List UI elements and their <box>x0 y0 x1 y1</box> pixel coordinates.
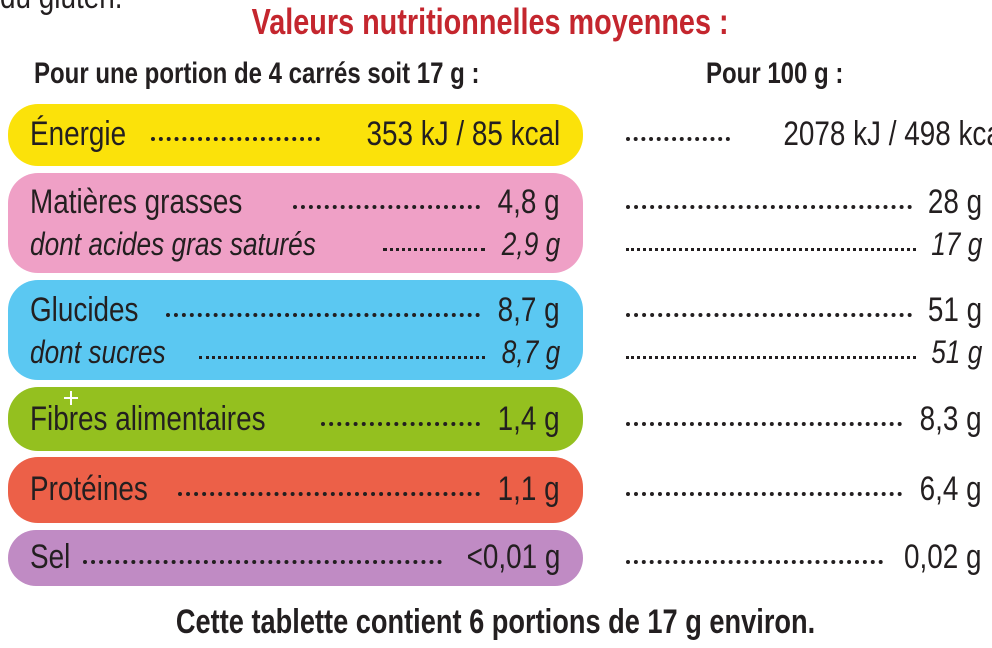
fibre-band <box>8 387 583 451</box>
per100-value: 51 g <box>927 291 982 329</box>
carbs-row-portion: Glucides 8,7 g <box>30 290 560 330</box>
nutrient-label: Énergie <box>30 115 127 153</box>
dot-leader <box>626 492 903 496</box>
protein-band <box>8 457 583 523</box>
portion-value: 8,7 g <box>501 334 560 370</box>
per100-value: 17 g <box>930 226 982 262</box>
saturated-row-100g: 17 g <box>622 224 982 264</box>
per100-value: 51 g <box>930 334 982 370</box>
dot-leader <box>626 205 912 209</box>
dot-leader <box>626 137 730 141</box>
dot-leader <box>626 248 916 251</box>
per100-value: 6,4 g <box>919 470 982 508</box>
dot-leader <box>151 137 320 141</box>
dot-leader <box>626 422 903 426</box>
nutrient-label: Matières grasses <box>30 183 243 221</box>
dot-leader <box>166 313 481 317</box>
cut-off-text: du gluten. <box>0 0 122 17</box>
protein-row-portion: Protéines 1,1 g <box>30 469 560 509</box>
sugars-row-portion: dont sucres 8,7 g <box>30 332 560 372</box>
nutrient-label: Glucides <box>30 291 139 329</box>
fat-row-100g: 28 g <box>622 182 982 222</box>
crosshair-cursor-icon <box>64 391 78 405</box>
per100-value: 0,02 g <box>904 538 982 576</box>
portion-value: 353 kJ / 85 kcal <box>366 115 560 153</box>
nutrient-label: Protéines <box>30 470 148 508</box>
portion-value: 4,8 g <box>497 183 560 221</box>
page-title: Valeurs nutritionnelles moyennes : <box>0 0 980 44</box>
fat-row-portion: Matières grasses 4,8 g <box>30 182 560 222</box>
nutrient-label: dont acides gras saturés <box>30 226 316 262</box>
dot-leader <box>177 492 481 496</box>
carbs-band <box>8 280 583 380</box>
per100-value: 8,3 g <box>919 400 982 438</box>
dot-leader <box>199 356 485 359</box>
salt-row-portion: Sel <0,01 g <box>30 537 560 577</box>
portion-value: 1,1 g <box>497 470 560 508</box>
fat-band <box>8 173 583 273</box>
dot-leader <box>626 356 916 359</box>
carbs-row-100g: 51 g <box>622 290 982 330</box>
energy-row-100g: 2078 kJ / 498 kcal <box>622 114 992 154</box>
portion-value: 2,9 g <box>501 226 560 262</box>
salt-band <box>8 530 583 586</box>
footer-note: Cette tablette contient 6 portions de 17… <box>176 603 816 641</box>
protein-row-100g: 6,4 g <box>622 469 982 509</box>
nutrient-label: Fibres alimentaires <box>30 400 266 438</box>
saturated-row-portion: dont acides gras saturés 2,9 g <box>30 224 560 264</box>
dot-leader <box>321 422 481 426</box>
per100-value: 2078 kJ / 498 kcal <box>783 115 992 153</box>
nutrient-label: Sel <box>30 538 71 576</box>
portion-header: Pour une portion de 4 carrés soit 17 g : <box>34 57 480 90</box>
fibre-row-portion: Fibres alimentaires 1,4 g <box>30 399 560 439</box>
portion-value: <0,01 g <box>466 538 560 576</box>
salt-row-100g: 0,02 g <box>622 537 982 577</box>
dot-leader <box>626 560 884 564</box>
dot-leader <box>382 248 485 251</box>
per100-header: Pour 100 g : <box>706 57 844 90</box>
energy-row-portion: Énergie 353 kJ / 85 kcal <box>30 114 560 154</box>
title-text: Valeurs nutritionnelles moyennes : <box>251 1 729 42</box>
energy-band <box>8 104 583 166</box>
per100-value: 28 g <box>927 183 982 221</box>
dot-leader <box>83 560 442 564</box>
dot-leader <box>292 205 481 209</box>
sugars-row-100g: 51 g <box>622 332 982 372</box>
fibre-row-100g: 8,3 g <box>622 399 982 439</box>
portion-value: 1,4 g <box>497 400 560 438</box>
dot-leader <box>626 313 912 317</box>
nutrient-label: dont sucres <box>30 334 166 370</box>
portion-value: 8,7 g <box>497 291 560 329</box>
